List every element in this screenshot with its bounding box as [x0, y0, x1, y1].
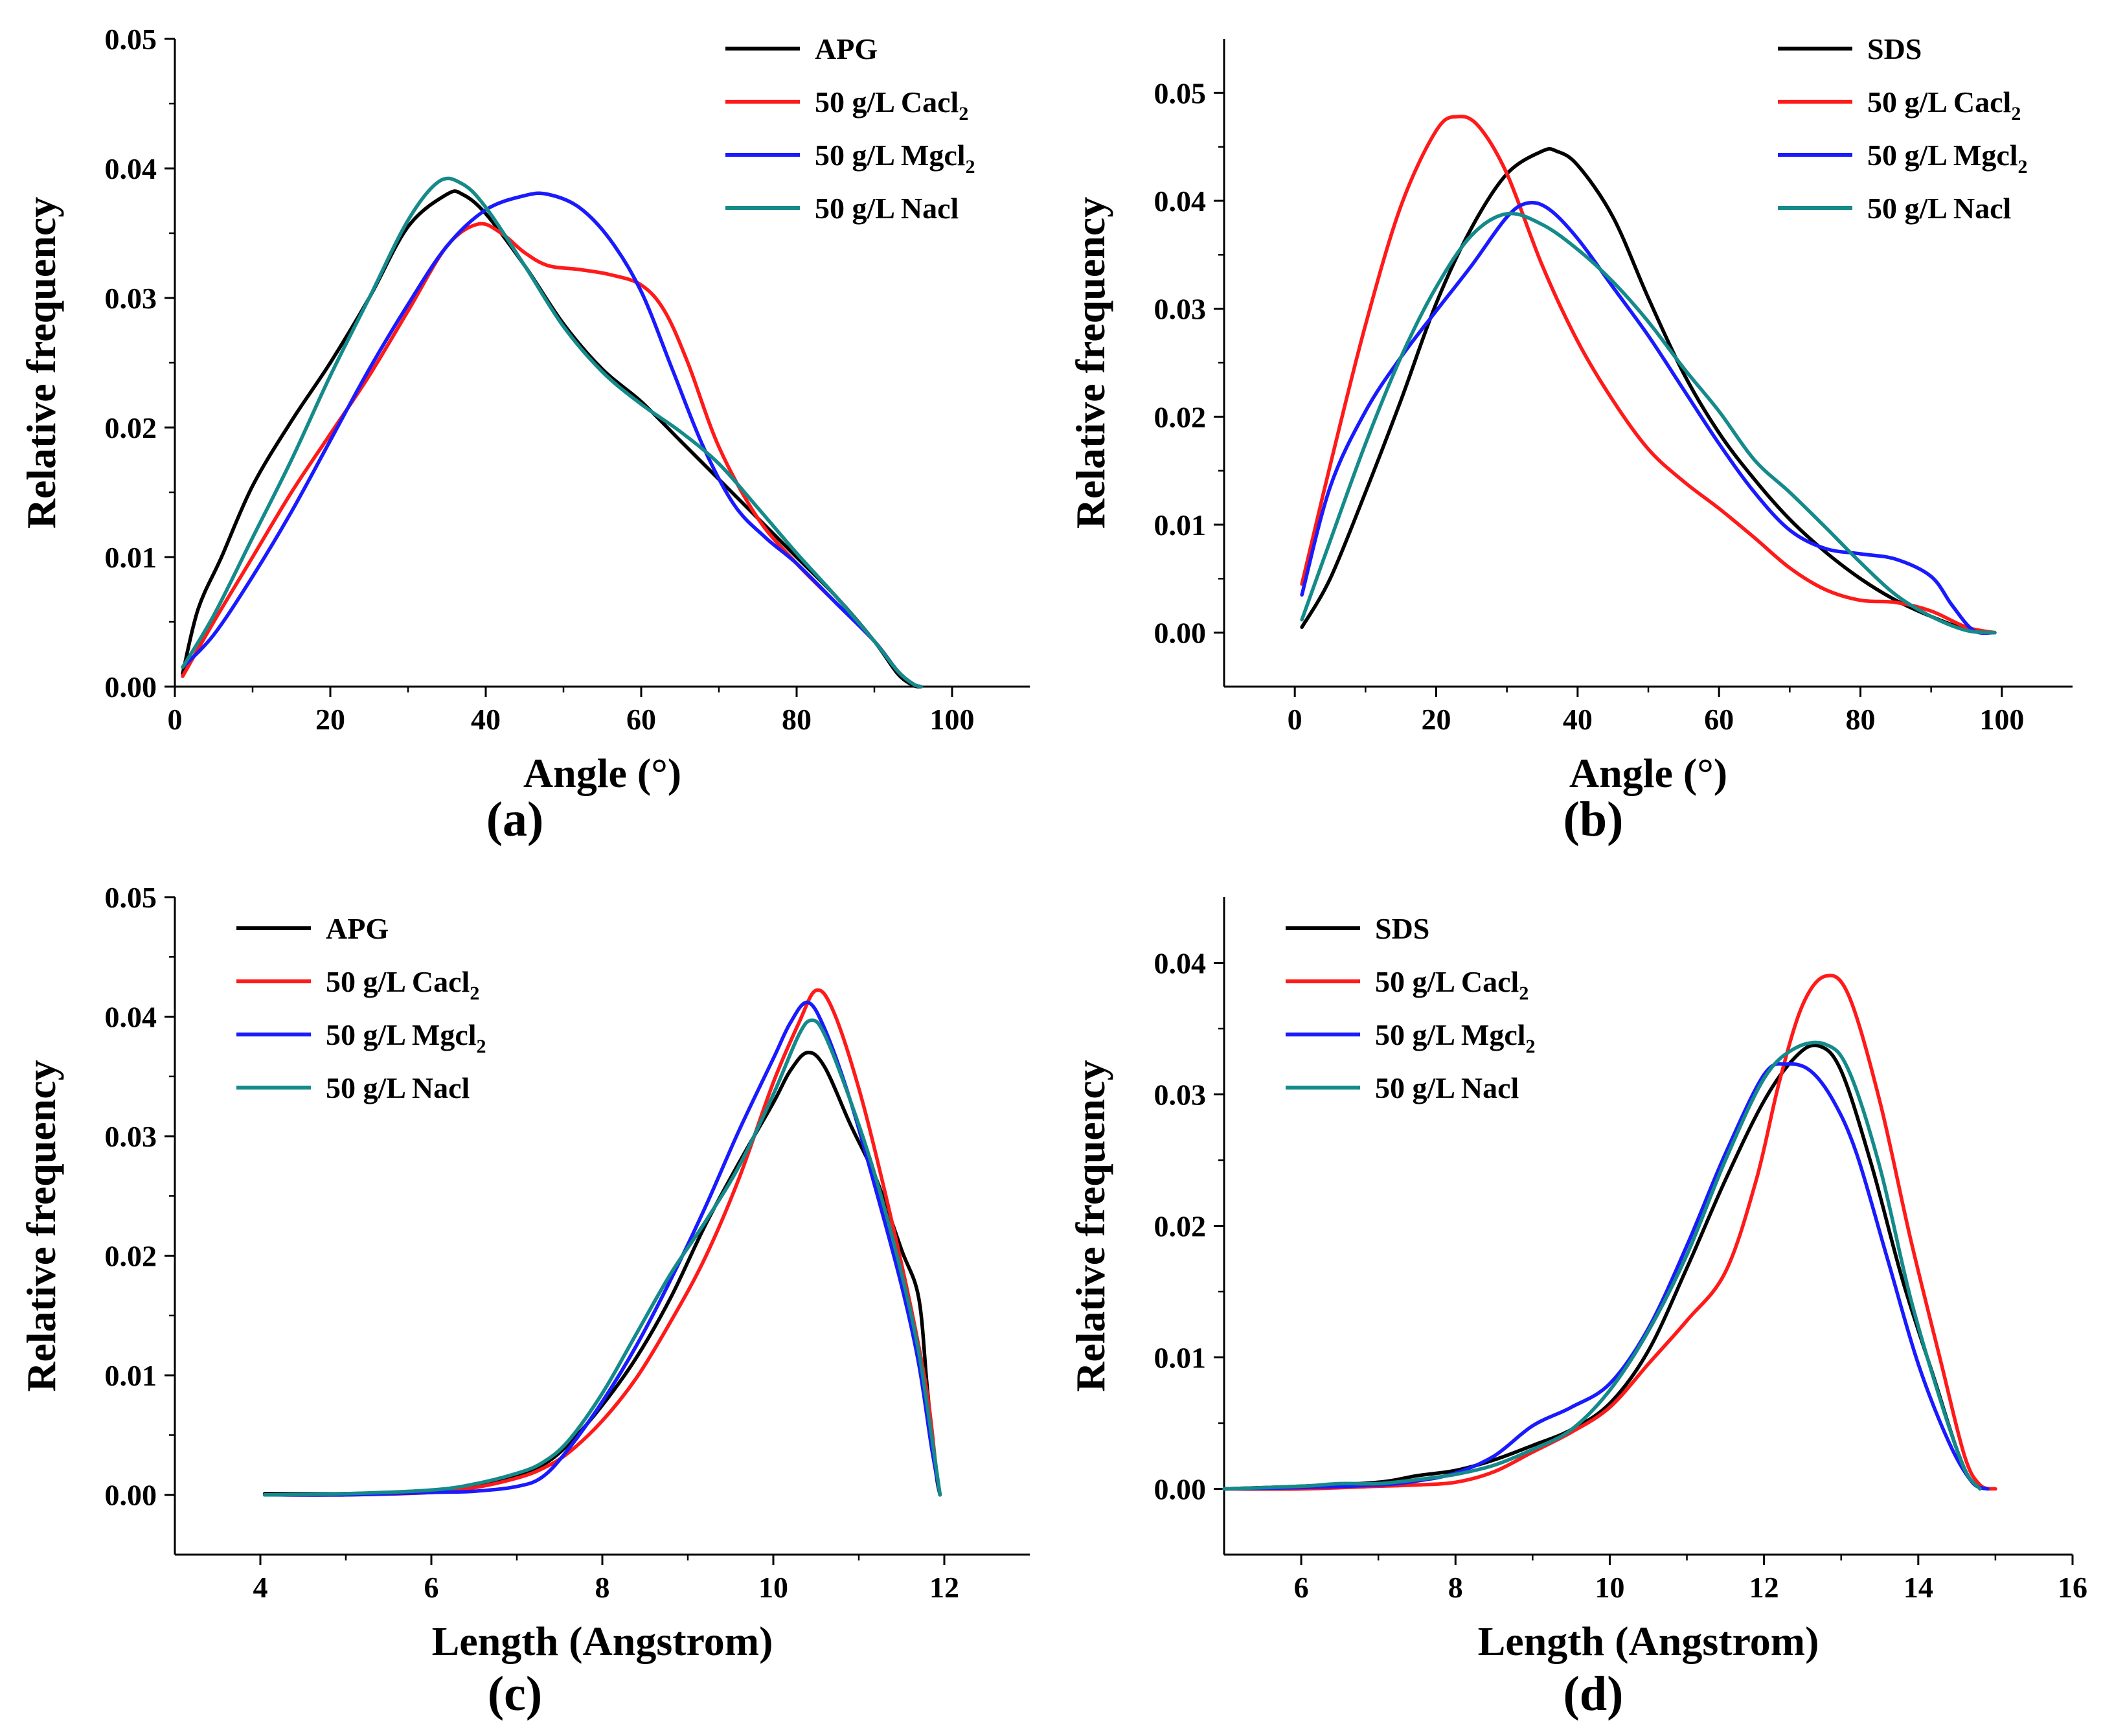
legend-label: SDS [1375, 912, 1429, 945]
x-tick-label: 6 [424, 1571, 439, 1604]
chart-panel-2: 0 20 40 60 80 100 0.00 0.01 0.02 0.03 0.04 0.05 Angl… [1067, 32, 2073, 847]
series-line-3 [262, 1000, 942, 1497]
legend-label: 50 g/L Nacl [815, 192, 959, 225]
legend-label: 50 g/L Nacl [1375, 1071, 1519, 1104]
series-line-2 [1222, 974, 1997, 1491]
x-tick-label: 8 [1448, 1571, 1463, 1604]
legend-label: 50 g/L Cacl2 [1867, 86, 2021, 124]
y-tick-label: 0.04 [1154, 947, 1207, 980]
x-tick-label: 20 [315, 703, 345, 736]
y-axis-title: Relative frequency [18, 1060, 64, 1391]
panel-label: (a) [486, 792, 544, 847]
x-tick-label: 20 [1422, 703, 1451, 736]
y-tick-label: 0.05 [105, 881, 157, 914]
y-axis-title: Relative frequency [1067, 1060, 1113, 1391]
x-tick-label: 12 [1749, 1571, 1779, 1604]
y-tick-label: 0.04 [1154, 185, 1207, 218]
legend-label: APG [815, 32, 878, 65]
x-axis-title: Length (Angstrom) [432, 1618, 773, 1664]
chart-panel-1: 0 20 40 60 80 100 0.00 0.01 0.02 0.03 0.04 0.05 Angl… [18, 23, 1030, 847]
x-axis-title: Angle (°) [523, 750, 681, 796]
y-tick-label: 0.00 [105, 1479, 157, 1512]
legend: APG 50 g/L Cacl2 50 g/L Mgcl2 50 g/L Nacl [725, 32, 975, 225]
y-tick-label: 0.00 [1154, 617, 1207, 650]
y-tick-label: 0.03 [105, 1120, 157, 1153]
y-tick-label: 0.03 [1154, 1079, 1207, 1112]
y-tick-label: 0.02 [1154, 400, 1207, 433]
y-tick-label: 0.02 [1154, 1210, 1207, 1243]
y-tick-label: 0.04 [105, 1001, 157, 1034]
chart-panel-3: 4 6 8 10 12 0.00 0.01 0.02 0.03 0.04 0.05 Length (A… [18, 881, 1030, 1721]
legend-label: 50 g/L Mgcl2 [326, 1018, 486, 1057]
series-line-3 [1300, 201, 1997, 635]
series-line-2 [262, 988, 942, 1497]
x-tick-label: 0 [168, 703, 183, 736]
x-tick-label: 0 [1288, 703, 1302, 736]
y-tick-label: 0.02 [105, 1240, 157, 1273]
x-tick-label: 80 [1846, 703, 1876, 736]
legend-label: SDS [1867, 32, 1922, 65]
legend-label: APG [326, 912, 389, 945]
legend-label: 50 g/L Mgcl2 [1375, 1018, 1536, 1057]
series-line-3 [1222, 1062, 1990, 1491]
panel-label: (c) [488, 1667, 542, 1721]
chart-panel-4: 6 8 10 12 14 16 0.00 0.01 0.02 0.03 0.04 Length (An… [1067, 897, 2087, 1721]
series-line-2 [1300, 114, 1997, 635]
legend: APG 50 g/L Cacl2 50 g/L Mgcl2 50 g/L Nacl [236, 912, 486, 1104]
legend-label: 50 g/L Mgcl2 [1867, 139, 2028, 177]
x-tick-label: 40 [471, 703, 501, 736]
y-tick-label: 0.00 [105, 670, 157, 703]
x-tick-label: 40 [1563, 703, 1593, 736]
x-tick-label: 10 [758, 1571, 788, 1604]
y-tick-label: 0.03 [105, 282, 157, 315]
series-line-4 [181, 176, 923, 689]
y-tick-label: 0.01 [1154, 1342, 1207, 1375]
x-tick-label: 80 [782, 703, 812, 736]
series-line-4 [1222, 1040, 1982, 1491]
y-tick-label: 0.01 [1154, 508, 1207, 542]
x-tick-label: 60 [1704, 703, 1734, 736]
series-line-1 [1222, 1043, 1990, 1491]
y-tick-label: 0.05 [1154, 76, 1207, 109]
x-tick-label: 10 [1595, 1571, 1624, 1604]
legend-label: 50 g/L Cacl2 [1375, 965, 1529, 1004]
legend: SDS 50 g/L Cacl2 50 g/L Mgcl2 50 g/L Nacl [1778, 32, 2028, 225]
legend-label: 50 g/L Nacl [326, 1071, 470, 1104]
x-axis-title: Length (Angstrom) [1478, 1618, 1819, 1664]
x-tick-label: 6 [1294, 1571, 1309, 1604]
series-line-1 [262, 1051, 942, 1497]
panel-label: (d) [1563, 1667, 1624, 1721]
legend-label: 50 g/L Nacl [1867, 192, 2011, 225]
x-tick-label: 12 [929, 1571, 959, 1604]
y-tick-label: 0.01 [105, 541, 157, 574]
series-line-4 [1300, 211, 1997, 635]
y-axis-title: Relative frequency [18, 197, 64, 529]
x-tick-label: 60 [626, 703, 656, 736]
legend: SDS 50 g/L Cacl2 50 g/L Mgcl2 50 g/L Nacl [1286, 912, 1536, 1104]
x-tick-label: 14 [1904, 1571, 1933, 1604]
x-tick-label: 4 [253, 1571, 268, 1604]
panel-label: (b) [1563, 792, 1624, 847]
legend-label: 50 g/L Cacl2 [326, 965, 479, 1004]
y-tick-label: 0.05 [105, 23, 157, 56]
x-tick-label: 8 [595, 1571, 610, 1604]
y-tick-label: 0.00 [1154, 1473, 1207, 1506]
legend-label: 50 g/L Mgcl2 [815, 139, 975, 177]
x-tick-label: 100 [930, 703, 975, 736]
legend-label: 50 g/L Cacl2 [815, 86, 968, 124]
series-line-3 [181, 191, 923, 689]
series-line-4 [262, 1018, 942, 1497]
y-axis-title: Relative frequency [1067, 197, 1113, 529]
x-axis-title: Angle (°) [1569, 750, 1727, 796]
y-tick-label: 0.04 [105, 152, 157, 185]
x-tick-label: 100 [1979, 703, 2024, 736]
series-line-1 [1300, 147, 1997, 635]
y-tick-label: 0.02 [105, 411, 157, 444]
x-tick-label: 16 [2058, 1571, 2087, 1604]
y-tick-label: 0.01 [105, 1359, 157, 1392]
y-tick-label: 0.03 [1154, 293, 1207, 326]
